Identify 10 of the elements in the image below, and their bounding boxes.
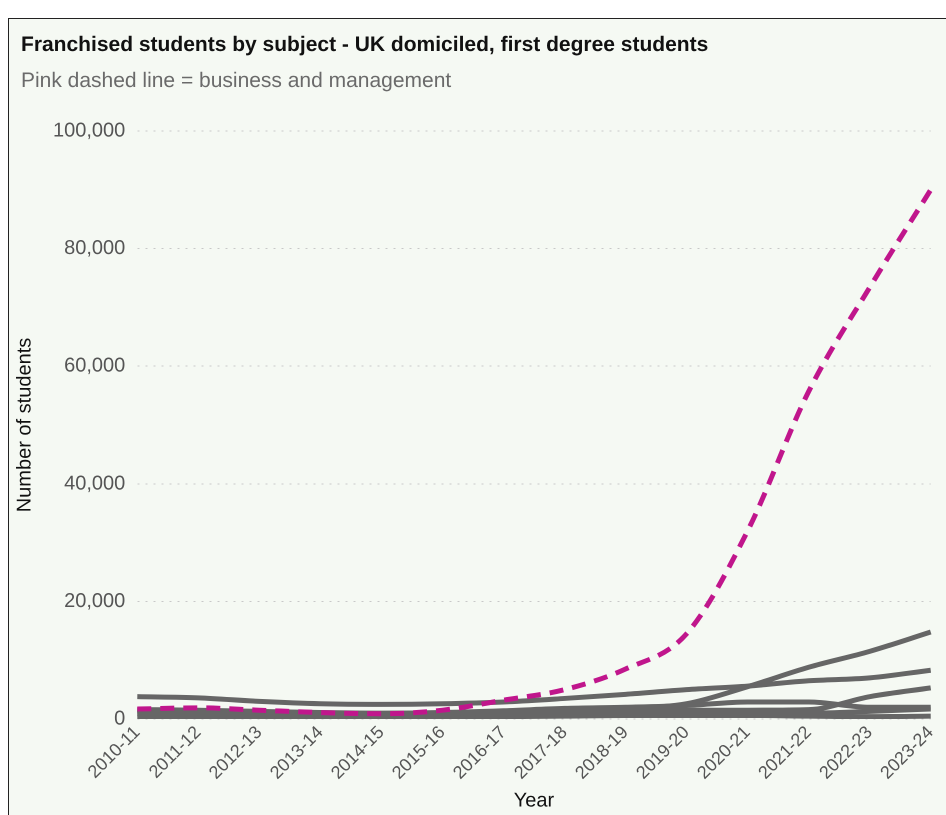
y-tick-label: 20,000 bbox=[64, 590, 126, 612]
y-tick-label: 0 bbox=[114, 708, 126, 730]
chart-subtitle: Pink dashed line = business and management bbox=[21, 69, 452, 93]
y-tick-label: 100,000 bbox=[53, 120, 126, 142]
y-tick-label: 40,000 bbox=[64, 472, 126, 494]
y-tick-label: 80,000 bbox=[64, 237, 126, 260]
y-axis-title: Number of students bbox=[14, 338, 36, 512]
chart-title: Franchised students by subject - UK domiciled, first degree students bbox=[21, 33, 708, 57]
y-tick-label: 60,000 bbox=[64, 354, 126, 377]
x-axis-title: Year bbox=[514, 790, 555, 812]
